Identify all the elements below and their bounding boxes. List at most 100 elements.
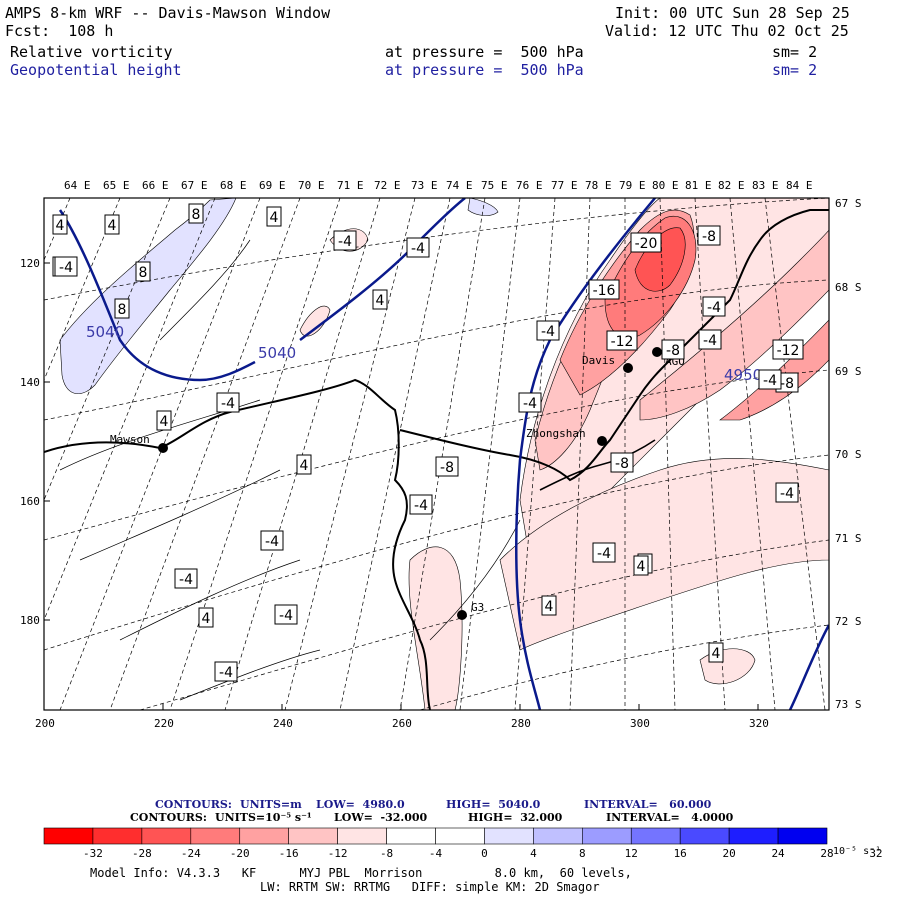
colorbar-tick-label: 8	[579, 847, 586, 860]
lon-label: 73 E	[411, 179, 438, 192]
vorticity-label: 8	[139, 265, 148, 281]
vorticity-labels: 448-4884-4-44-20-8-16-4-4-12-4-8-12-8-44…	[52, 203, 804, 682]
physics-info: LW: RRTM SW: RRTMG DIFF: simple KM: 2D S…	[260, 880, 600, 894]
y-tick-label: 120	[20, 257, 40, 270]
lat-label: 72 S	[835, 615, 862, 628]
vorticity-label-box	[216, 392, 240, 413]
lon-label: 69 E	[259, 179, 286, 192]
vorticity-label-box	[772, 339, 804, 360]
lat-label: 71 S	[835, 532, 862, 545]
coastline	[539, 439, 656, 491]
negative-vorticity-area	[499, 458, 829, 651]
vorticity-label-box	[156, 410, 172, 431]
contours2-interval: INTERVAL= 4.0000	[606, 811, 734, 824]
field1-name: Relative vorticity	[10, 43, 173, 61]
height-contour-5040	[299, 198, 466, 341]
vorticity-label: -4	[221, 396, 235, 412]
vorticity-label: -4	[703, 333, 717, 349]
x-tick-label: 240	[273, 717, 293, 730]
colorbar-segment	[288, 827, 338, 845]
colorbar-segment	[484, 827, 534, 845]
vorticity-label: -4	[541, 324, 555, 340]
vorticity-label: -4	[707, 300, 721, 316]
lon-label: 83 E	[752, 179, 779, 192]
contours2-label: CONTOURS:	[130, 811, 207, 824]
vorticity-label-box	[758, 369, 782, 390]
height-contour-5040	[58, 209, 256, 382]
vorticity-label: -4	[338, 234, 352, 250]
vorticity-label-box	[114, 298, 130, 319]
vorticity-label: 8	[192, 207, 201, 223]
vorticity-label: -4	[265, 534, 279, 550]
colorbar-tick-label: -4	[429, 847, 443, 860]
vorticity-label: -8	[615, 456, 629, 472]
colorbar-tick-label: 32	[869, 847, 882, 860]
colorbar-segment	[92, 827, 143, 845]
colorbar-tick-label: -20	[230, 847, 250, 860]
positive-vorticity-area	[59, 198, 237, 394]
vorticity-label-box	[266, 206, 282, 227]
field2-smoothing: sm= 2	[772, 61, 818, 79]
vorticity-label: -8	[702, 229, 716, 245]
vorticity-label: -4	[59, 260, 73, 276]
station-label: G3	[471, 601, 484, 614]
lon-label: 81 E	[685, 179, 712, 192]
station-marker	[623, 363, 633, 373]
vorticity-label-box	[372, 289, 388, 310]
vorticity-label-box	[630, 232, 662, 253]
contours1-units: UNITS=m	[240, 798, 302, 811]
vorticity-label-box	[260, 530, 284, 551]
vorticity-label: -4	[780, 486, 794, 502]
latitude-labels: 67 S 68 S 69 S 70 S 71 S 72 S 73 S	[835, 197, 862, 711]
colorbar-segment	[141, 827, 192, 845]
vorticity-label: -4	[597, 546, 611, 562]
contours1-interval: INTERVAL= 60.000	[584, 798, 712, 811]
contours1-high: HIGH= 5040.0	[446, 798, 541, 811]
vorticity-label-box	[409, 494, 433, 515]
vorticity-label: -4	[179, 572, 193, 588]
vorticity-label-box	[188, 203, 204, 224]
x-tick-label: 300	[630, 717, 650, 730]
lon-label: 65 E	[103, 179, 130, 192]
y-tick-label: 140	[20, 376, 40, 389]
lon-label: 77 E	[551, 179, 578, 192]
vorticity-label-box	[592, 542, 616, 563]
field2-level: at pressure = 500 hPa	[385, 61, 584, 79]
vorticity-label: -12	[777, 343, 800, 359]
lon-label: 82 E	[718, 179, 745, 192]
height-contour-4950	[788, 624, 829, 710]
vorticity-label-box	[708, 642, 724, 663]
field1-smoothing: sm= 2	[772, 43, 818, 61]
vorticity-label-box	[698, 329, 722, 350]
map-frame	[43, 197, 830, 711]
colorbar-segment	[582, 827, 632, 845]
station-marker	[158, 443, 168, 453]
colorbar-segment	[337, 827, 387, 845]
height-label: 5040	[86, 323, 124, 341]
vorticity-label: -4	[523, 396, 537, 412]
station-marker	[652, 347, 662, 357]
plot-title: AMPS 8-km WRF -- Davis-Mawson Window	[5, 4, 331, 22]
vorticity-label: -12	[611, 334, 634, 350]
vorticity-label: 4	[545, 599, 554, 615]
vorticity-label: -16	[593, 283, 616, 299]
colorbar-segment	[190, 827, 241, 845]
vorticity-label-box	[52, 214, 68, 235]
coastline	[44, 378, 431, 710]
vorticity-label-box	[104, 214, 120, 235]
vorticity-label-box	[274, 604, 298, 625]
vorticity-label-box	[588, 279, 620, 300]
vorticity-label: 8	[118, 302, 127, 318]
negative-vorticity-area	[639, 229, 829, 421]
colorbar-segment	[728, 827, 779, 845]
contours2-units: UNITS=10⁻⁵ s⁻¹	[215, 811, 312, 824]
colorbar-tick-label: -16	[279, 847, 299, 860]
lon-label: 72 E	[374, 179, 401, 192]
lon-label: 67 E	[181, 179, 208, 192]
vorticity-label-box	[135, 261, 151, 282]
lat-label: 68 S	[835, 281, 862, 294]
x-tick-label: 220	[154, 717, 174, 730]
graticule	[44, 198, 829, 710]
colorbar-tick-label: -32	[83, 847, 103, 860]
lon-label: 64 E	[64, 179, 91, 192]
